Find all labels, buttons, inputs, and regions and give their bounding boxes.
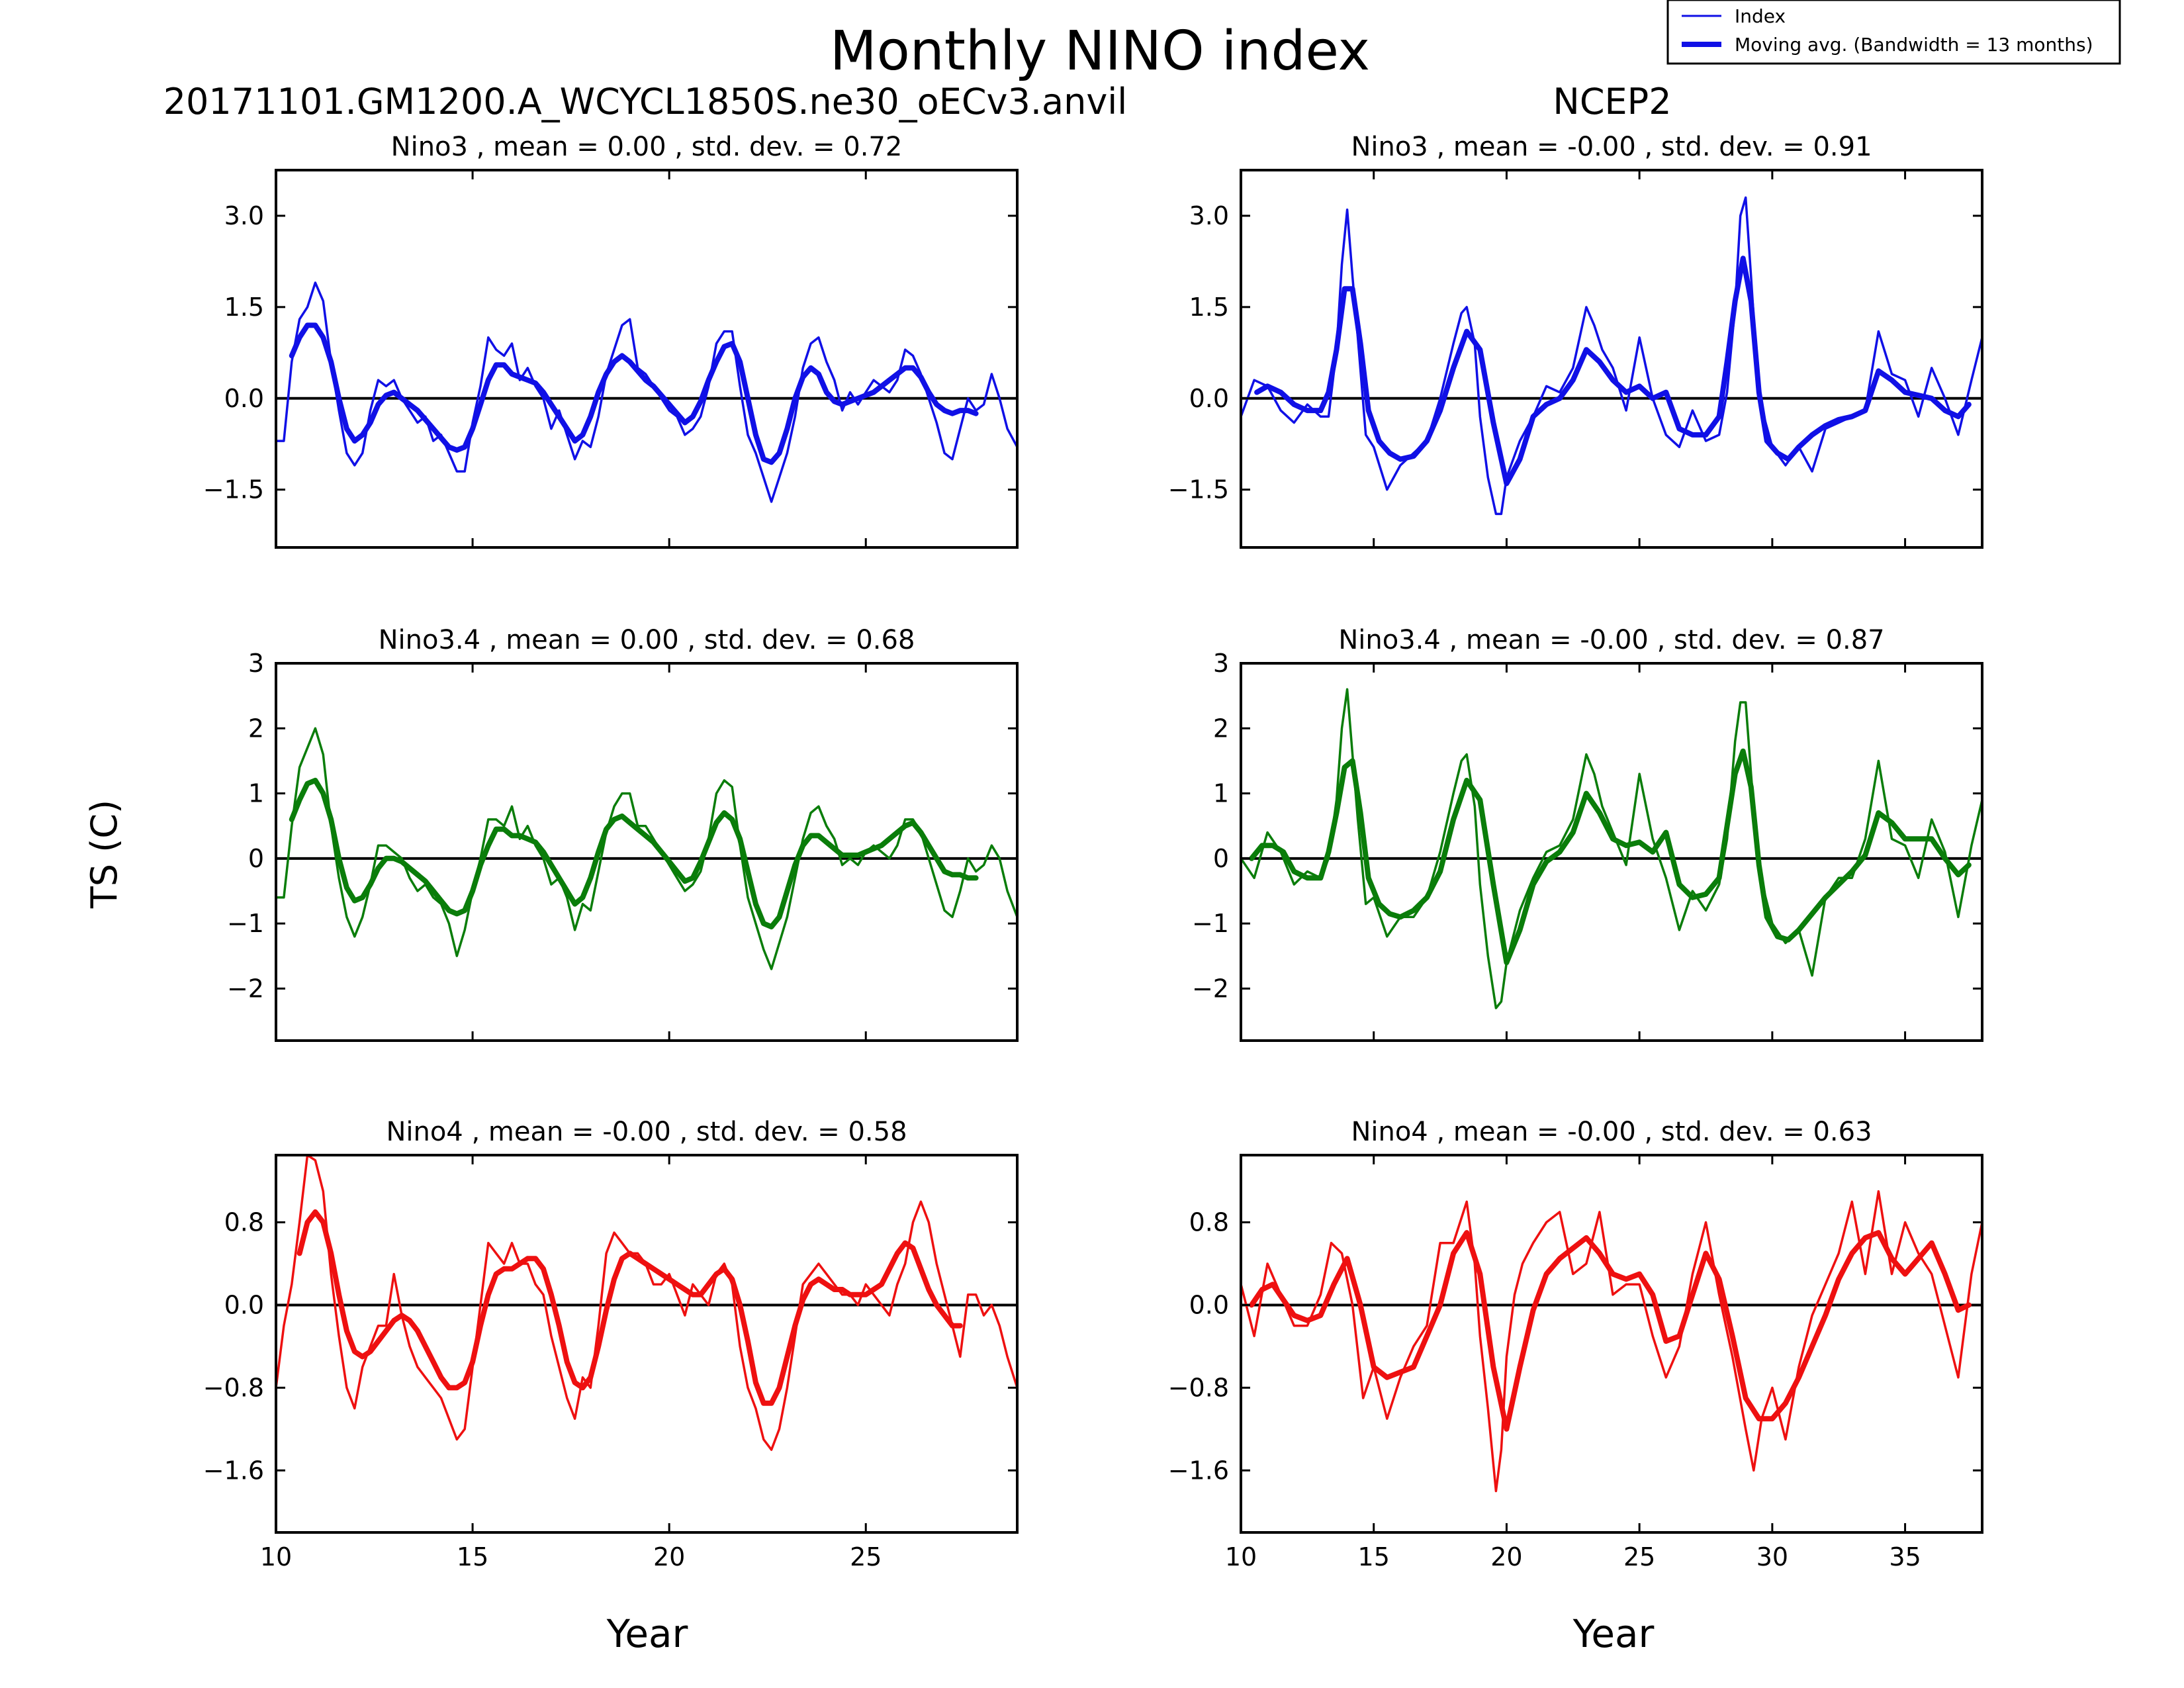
figure-title: Monthly NINO index (830, 20, 1370, 83)
y-tick-label: 3.0 (1189, 201, 1229, 230)
panel-model-nino4: Nino4 , mean = -0.00 , std. dev. = 0.58 0… (203, 1117, 1019, 1571)
y-tick-label: −1.5 (1168, 475, 1229, 504)
y-tick-label: 1.5 (1189, 293, 1229, 322)
panel-model-nino3: Nino3 , mean = 0.00 , std. dev. = 0.72 3.… (203, 132, 1019, 549)
index-series-line (1241, 688, 1982, 1009)
y-tick-label: −2 (1192, 974, 1229, 1003)
panel-title: Nino3.4 , mean = -0.00 , std. dev. = 0.8… (1338, 625, 1884, 655)
plot-frame (275, 1154, 1019, 1534)
plot-frame (1240, 1154, 1983, 1534)
index-series-line (276, 727, 1017, 970)
y-tick-label: −0.8 (203, 1373, 264, 1402)
x-tick-label: 15 (1358, 1542, 1390, 1571)
right-column-title: NCEP2 (1553, 81, 1671, 122)
y-tick-label: 0 (248, 844, 264, 873)
plot-frame (275, 662, 1019, 1042)
y-tick-label: −1 (1192, 909, 1229, 938)
moving-avg-series-line (296, 1209, 963, 1406)
left-column-title: 20171101.GM1200.A_WCYCL1850S.ne30_oECv3.… (163, 81, 1128, 122)
panel-obs-nino34: Nino3.4 , mean = -0.00 , std. dev. = 0.8… (1192, 625, 1983, 1042)
moving-avg-series-line (1254, 256, 1972, 487)
moving-avg-series-line (289, 322, 979, 465)
x-axis-label-left: Year (606, 1611, 688, 1656)
y-tick-label: 3.0 (224, 201, 264, 230)
y-tick-label: 0.0 (1189, 384, 1229, 413)
y-tick-label: 2 (1213, 714, 1229, 743)
x-tick-label: 20 (1490, 1542, 1522, 1571)
plot-frame (275, 169, 1019, 549)
index-series-line (1241, 196, 1982, 516)
x-tick-label: 30 (1756, 1542, 1788, 1571)
x-tick-label: 35 (1889, 1542, 1921, 1571)
moving-avg-series-line (289, 777, 979, 929)
panel-obs-nino3: Nino3 , mean = -0.00 , std. dev. = 0.91 3… (1168, 132, 1983, 549)
y-tick-label: 2 (248, 714, 264, 743)
x-tick-label: 15 (457, 1542, 488, 1571)
index-series-line (276, 1155, 1017, 1451)
panel-title: Nino3.4 , mean = 0.00 , std. dev. = 0.68 (379, 625, 915, 655)
legend: Index Moving avg. (Bandwidth = 13 months… (1666, 0, 2121, 65)
x-tick-label: 25 (850, 1542, 882, 1571)
y-tick-label: −1.6 (203, 1456, 264, 1485)
x-tick-label: 25 (1623, 1542, 1655, 1571)
panel-title: Nino4 , mean = -0.00 , std. dev. = 0.58 (386, 1117, 907, 1147)
x-tick-label: 10 (1225, 1542, 1257, 1571)
y-tick-label: 0.0 (224, 384, 264, 413)
panel-title: Nino3 , mean = -0.00 , std. dev. = 0.91 (1351, 132, 1872, 162)
y-tick-label: −0.8 (1168, 1373, 1229, 1402)
legend-moving-avg-label: Moving avg. (Bandwidth = 13 months) (1735, 34, 2093, 56)
legend-box (1666, 0, 2121, 65)
moving-avg-series-line (1249, 748, 1972, 966)
y-tick-label: −2 (227, 974, 264, 1003)
index-series-line (276, 281, 1017, 503)
y-tick-label: 0 (1213, 844, 1229, 873)
panel-title: Nino4 , mean = -0.00 , std. dev. = 0.63 (1351, 1117, 1872, 1147)
y-tick-label: 0.8 (224, 1208, 264, 1237)
panel-title: Nino3 , mean = 0.00 , std. dev. = 0.72 (391, 132, 903, 162)
y-tick-label: 1 (1213, 779, 1229, 808)
y-tick-label: 0.0 (1189, 1290, 1229, 1319)
index-series-line (1241, 1190, 1982, 1493)
y-tick-label: 0.8 (1189, 1208, 1229, 1237)
moving-avg-series-line (1249, 1230, 1972, 1432)
y-tick-label: 3 (1213, 649, 1229, 678)
y-tick-label: 3 (248, 649, 264, 678)
plot-frame (1240, 169, 1983, 549)
panel-obs-nino4: Nino4 , mean = -0.00 , std. dev. = 0.63 0… (1168, 1117, 1983, 1571)
panel-model-nino34: Nino3.4 , mean = 0.00 , std. dev. = 0.68… (227, 625, 1019, 1042)
y-tick-label: −1.5 (203, 475, 264, 504)
x-tick-label: 10 (260, 1542, 292, 1571)
y-tick-label: 0.0 (224, 1290, 264, 1319)
y-tick-label: 1 (248, 779, 264, 808)
legend-index-label: Index (1735, 5, 1786, 27)
y-tick-label: 1.5 (224, 293, 264, 322)
y-tick-label: −1 (227, 909, 264, 938)
x-tick-label: 20 (653, 1542, 685, 1571)
y-axis-label: TS (C) (83, 800, 125, 909)
x-axis-label-right: Year (1572, 1611, 1655, 1656)
y-tick-label: −1.6 (1168, 1456, 1229, 1485)
plot-frame (1240, 662, 1983, 1042)
